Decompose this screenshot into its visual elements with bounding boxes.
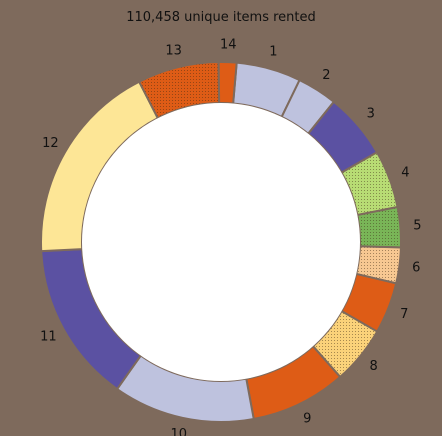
slice-5 [356,205,402,249]
chart-title: 110,458 unique items rented [126,10,316,25]
slice-label-10: 10 [170,427,187,436]
slice-label-2: 2 [322,68,330,83]
slice-label-13: 13 [165,43,182,58]
slice-label-14: 14 [220,38,237,53]
slice-14 [217,61,238,105]
slice-label-12: 12 [42,136,59,151]
slice-label-7: 7 [400,307,408,322]
slice-label-6: 6 [412,260,420,275]
slice-label-1: 1 [269,45,277,60]
donut-hole [82,103,360,381]
slice-label-3: 3 [367,106,375,121]
slice-label-4: 4 [401,165,409,180]
slice-label-11: 11 [40,330,57,345]
slice-label-9: 9 [303,412,311,427]
slice-label-8: 8 [370,359,378,374]
slices-layer [40,61,402,423]
slice-label-5: 5 [413,218,421,233]
